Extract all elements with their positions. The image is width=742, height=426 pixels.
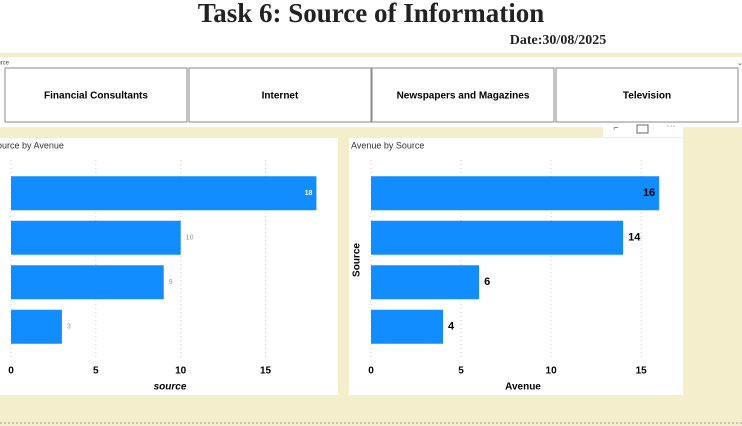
slicer-button[interactable] (555, 67, 739, 123)
visual-header (603, 122, 683, 137)
date: Date:30/08/2025 (510, 33, 606, 48)
data-label: 6 (484, 276, 490, 288)
x-tick-label: 0 (368, 366, 374, 377)
chart-title: Avenue by Source (351, 140, 424, 150)
focus-icon[interactable] (636, 124, 649, 134)
x-tick-label: 0 (8, 366, 14, 377)
x-tick-label: 15 (636, 366, 648, 377)
x-tick-label: 10 (175, 366, 187, 377)
bar (371, 176, 660, 211)
bar (11, 176, 317, 211)
slicer-button[interactable] (371, 67, 555, 123)
bar (11, 220, 181, 255)
data-label: 14 (628, 232, 641, 244)
data-label: 18 (305, 190, 313, 197)
x-tick-label: 10 (546, 366, 558, 377)
slicer-chevron[interactable]: ⌄ (737, 60, 742, 67)
data-label: 9 (169, 279, 173, 286)
bar (11, 265, 164, 300)
data-label: 4 (448, 321, 455, 333)
bar (371, 220, 624, 255)
y-axis-label: Source (352, 243, 363, 277)
slicer-button[interactable] (188, 67, 372, 123)
x-tick-label: 15 (260, 366, 272, 377)
data-label: 16 (643, 187, 655, 199)
x-axis-label: Avenue (505, 382, 541, 393)
filter-icon[interactable]: ⌐ (613, 122, 618, 132)
slicer-button-label[interactable]: Financial Consultants (44, 91, 148, 102)
page-title: Task 6: Source of Information (198, 0, 545, 28)
bar (371, 309, 444, 344)
more-icon[interactable]: ··· (667, 120, 676, 130)
bar (371, 265, 480, 300)
chart-title: Source by Avenue (0, 140, 64, 150)
slicer-label: Source (0, 61, 10, 67)
slicer-button-label[interactable]: Television (623, 91, 671, 102)
bar (11, 309, 62, 344)
x-axis-label: source (154, 382, 187, 393)
x-tick-label: 5 (458, 366, 464, 377)
slicer-button-label[interactable]: Newspapers and Magazines (397, 91, 530, 102)
slicer-button[interactable] (4, 67, 188, 123)
slicer-button-label[interactable]: Internet (262, 91, 299, 102)
data-label: 10 (186, 235, 194, 242)
data-label: 3 (67, 324, 71, 331)
x-tick-label: 5 (93, 366, 99, 377)
